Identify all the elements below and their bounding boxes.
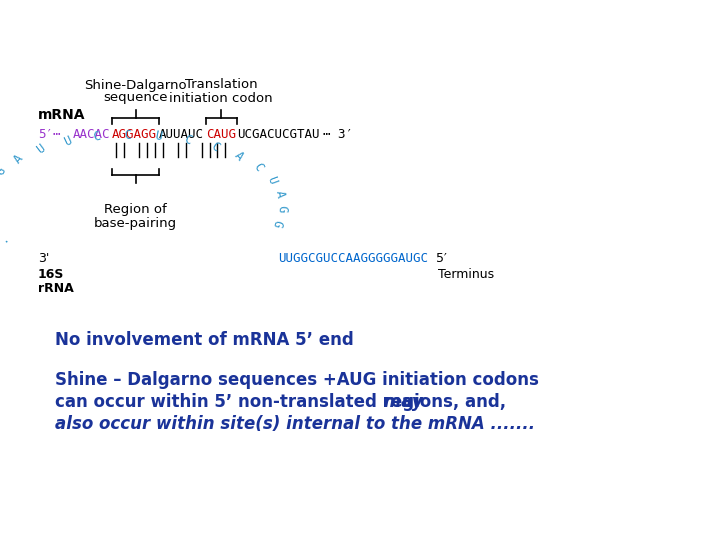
- Text: U: U: [153, 129, 163, 143]
- Text: AGGAGG: AGGAGG: [112, 129, 157, 141]
- Text: A: A: [232, 149, 246, 163]
- Text: No involvement of mRNA 5’ end: No involvement of mRNA 5’ end: [55, 331, 354, 349]
- Text: Shine – Dalgarno sequences +AUG initiation codons: Shine – Dalgarno sequences +AUG initiati…: [55, 371, 539, 389]
- Text: G: G: [0, 165, 8, 177]
- Text: base-pairing: base-pairing: [94, 218, 177, 231]
- Text: A: A: [12, 152, 26, 166]
- Text: CAUG: CAUG: [206, 129, 235, 141]
- Text: C: C: [124, 129, 131, 141]
- Text: 5′⋯: 5′⋯: [38, 129, 60, 141]
- Text: AUUAUC: AUUAUC: [159, 129, 204, 141]
- Text: C: C: [209, 139, 222, 154]
- Text: A: A: [273, 190, 287, 199]
- Text: UCGACUCGTAU: UCGACUCGTAU: [237, 129, 320, 141]
- Text: U: U: [35, 142, 48, 157]
- Text: C: C: [251, 161, 266, 174]
- Text: C: C: [92, 130, 102, 144]
- Text: G: G: [269, 218, 284, 228]
- Text: 3': 3': [38, 252, 50, 265]
- Text: C: C: [182, 133, 194, 147]
- Text: may: may: [377, 393, 423, 411]
- Text: Region of: Region of: [104, 204, 167, 217]
- Text: AACAC: AACAC: [73, 129, 111, 141]
- Text: mRNA: mRNA: [38, 108, 86, 122]
- Text: Terminus: Terminus: [438, 267, 495, 280]
- Text: 16S: 16S: [38, 268, 64, 281]
- Text: initiation codon: initiation codon: [169, 91, 273, 105]
- Text: can occur within 5’ non-translated regions, and,: can occur within 5’ non-translated regio…: [55, 393, 506, 411]
- Text: .: .: [0, 234, 9, 246]
- Text: 5′: 5′: [436, 252, 447, 265]
- Text: Shine-Dalgarno: Shine-Dalgarno: [84, 78, 186, 91]
- Text: U: U: [265, 175, 279, 186]
- Text: ⋯ 3′: ⋯ 3′: [323, 129, 353, 141]
- Text: sequence: sequence: [103, 91, 168, 105]
- Text: G: G: [275, 205, 288, 213]
- Text: also occur within site(s) internal to the mRNA .......: also occur within site(s) internal to th…: [55, 415, 535, 433]
- Text: rRNA: rRNA: [38, 282, 73, 295]
- Text: U: U: [62, 134, 73, 149]
- Text: UUGGCGUCCAAGGGGGAUGC: UUGGCGUCCAAGGGGGAUGC: [279, 252, 428, 265]
- Text: Translation: Translation: [185, 78, 258, 91]
